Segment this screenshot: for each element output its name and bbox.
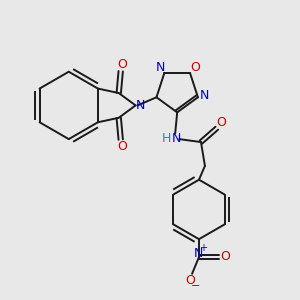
Text: N: N [193, 247, 203, 260]
Text: H: H [162, 132, 171, 145]
Text: N: N [200, 89, 209, 102]
Text: N: N [156, 61, 165, 74]
Text: O: O [117, 140, 127, 153]
Text: N: N [136, 99, 145, 112]
Text: −: − [191, 281, 201, 291]
Text: O: O [216, 116, 226, 129]
Text: O: O [185, 274, 195, 287]
Text: O: O [220, 250, 230, 263]
Text: O: O [190, 61, 200, 74]
Text: N: N [172, 132, 181, 145]
Text: +: + [199, 243, 207, 253]
Text: O: O [117, 58, 127, 71]
